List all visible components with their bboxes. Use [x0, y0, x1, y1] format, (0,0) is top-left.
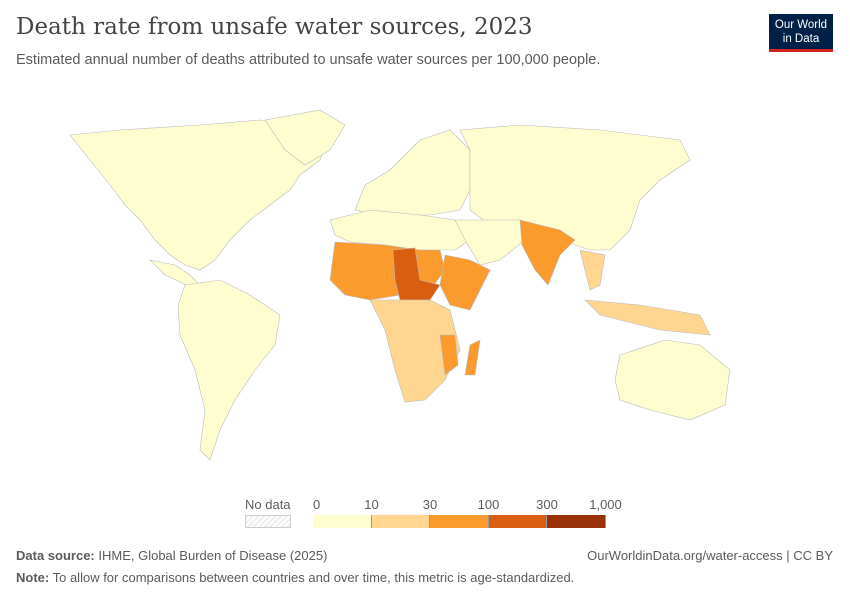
legend-tick: 0 — [313, 497, 321, 512]
region-chad-car — [392, 247, 441, 301]
legend-tick: 30 — [422, 497, 438, 512]
note-label: Note: — [16, 570, 50, 585]
note: Note: To allow for comparisons between c… — [16, 570, 574, 585]
source-url[interactable]: OurWorldinData.org/water-access | CC BY — [587, 548, 833, 563]
legend-tick: 1,000 — [589, 497, 622, 512]
world-map[interactable] — [0, 90, 850, 490]
logo-line1: Our World — [774, 19, 828, 31]
region-australia — [614, 339, 731, 421]
region-east-africa — [439, 334, 459, 376]
region-horn-africa — [439, 254, 491, 311]
region-southern-africa — [369, 299, 461, 403]
legend-bin-1[interactable] — [371, 515, 430, 528]
logo-line2: in Data — [782, 33, 820, 45]
source-label: Data source: — [16, 548, 95, 563]
chart-subtitle: Estimated annual number of deaths attrib… — [16, 52, 601, 68]
region-indonesia — [584, 299, 711, 336]
owid-logo[interactable]: Our World in Data — [769, 14, 833, 52]
region-greenland — [264, 109, 346, 166]
region-north-africa — [329, 209, 471, 251]
region-europe — [354, 129, 471, 216]
legend-bin-0[interactable] — [313, 515, 372, 528]
legend-bin-4[interactable] — [547, 515, 606, 528]
source-text: IHME, Global Burden of Disease (2025) — [98, 548, 328, 563]
legend-bin-2[interactable] — [430, 515, 489, 528]
legend-bin-3[interactable] — [488, 515, 547, 528]
chart-title: Death rate from unsafe water sources, 20… — [16, 14, 533, 40]
region-southeast-asia — [579, 249, 606, 291]
legend-no-data-swatch — [245, 515, 291, 528]
legend-no-data-label: No data — [245, 497, 291, 512]
region-india — [519, 219, 576, 286]
data-source: Data source: IHME, Global Burden of Dise… — [16, 548, 327, 563]
legend-tick: 10 — [364, 497, 379, 512]
region-south-america — [177, 279, 281, 461]
note-text: To allow for comparisons between countri… — [52, 570, 575, 585]
legend-tick: 300 — [536, 497, 558, 512]
region-madagascar — [464, 339, 481, 376]
legend-tick: 100 — [477, 497, 500, 512]
region-asia — [459, 124, 691, 251]
